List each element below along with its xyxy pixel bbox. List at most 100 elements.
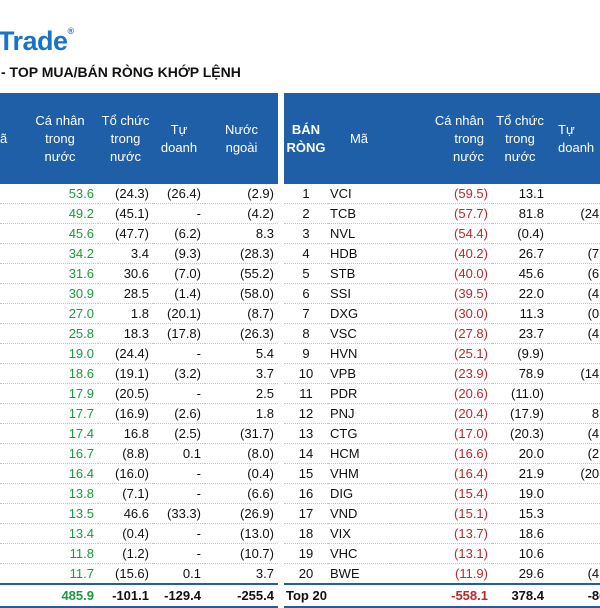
code-cell <box>0 563 22 585</box>
individual-cell: 17.4 <box>22 423 98 444</box>
institution-cell: 78.9 <box>492 363 548 384</box>
proprietary-cell: - <box>548 483 600 504</box>
foreign-cell: 2.5 <box>205 383 278 404</box>
proprietary-cell: - <box>153 543 205 564</box>
proprietary-cell: - <box>153 343 205 364</box>
institution-cell: (20.5) <box>98 383 153 404</box>
individual-cell: (40.0) <box>390 263 492 284</box>
code-cell: VND <box>328 503 390 524</box>
table-row: 13.5 46.6 (33.3) (26.9) <box>0 503 278 524</box>
total-row: Top 20 -558.1 378.4 -86. <box>284 583 600 608</box>
institution-cell: 16.8 <box>98 423 153 444</box>
code-cell: NVL <box>328 223 390 244</box>
code-cell <box>0 403 22 424</box>
foreign-cell: (13.0) <box>205 523 278 544</box>
proprietary-cell: (2.5) <box>153 423 205 444</box>
code-cell <box>0 343 22 364</box>
brand-logo: Trade® <box>0 26 74 57</box>
proprietary-cell: (4.6 <box>548 563 600 585</box>
header-rank: BÁN RÒNG <box>284 93 328 184</box>
institution-cell: 29.6 <box>492 563 548 585</box>
rank-cell: 7 <box>284 303 328 324</box>
total-institution: -101.1 <box>98 583 153 608</box>
code-cell: VIX <box>328 523 390 544</box>
table-row: 45.6 (47.7) (6.2) 8.3 <box>0 223 278 244</box>
institution-cell: (17.9) <box>492 403 548 424</box>
institution-cell: 13.1 <box>492 184 548 204</box>
rank-cell: 5 <box>284 263 328 284</box>
rank-cell: 3 <box>284 223 328 244</box>
individual-cell: 31.6 <box>22 263 98 284</box>
rank-cell: 16 <box>284 483 328 504</box>
code-cell <box>0 503 22 524</box>
individual-cell: 49.2 <box>22 203 98 224</box>
table-row: 19.0 (24.4) -5.4 <box>0 343 278 364</box>
individual-cell: 19.0 <box>22 343 98 364</box>
table-row: 34.2 3.4 (9.3) (28.3) <box>0 243 278 264</box>
proprietary-cell: (4.6 <box>548 323 600 344</box>
proprietary-cell: - <box>153 383 205 404</box>
foreign-cell: 5.4 <box>205 343 278 364</box>
institution-cell: 26.7 <box>492 243 548 264</box>
rank-cell: 8 <box>284 323 328 344</box>
code-cell: VPB <box>328 363 390 384</box>
institution-cell: (20.3) <box>492 423 548 444</box>
rank-cell: 1 <box>284 184 328 204</box>
code-cell: TCB <box>328 203 390 224</box>
foreign-cell: 3.7 <box>205 363 278 384</box>
proprietary-cell: (9.3) <box>153 243 205 264</box>
foreign-cell: (4.2) <box>205 203 278 224</box>
rank-cell: 9 <box>284 343 328 364</box>
proprietary-cell: - <box>548 184 600 204</box>
individual-cell: 17.9 <box>22 383 98 404</box>
foreign-cell: (26.9) <box>205 503 278 524</box>
rank-cell: 17 <box>284 503 328 524</box>
rank-cell: 2 <box>284 203 328 224</box>
individual-cell: (11.9) <box>390 563 492 585</box>
code-cell <box>0 223 22 244</box>
proprietary-cell: (20.1) <box>153 303 205 324</box>
rank-cell: 11 <box>284 383 328 404</box>
table-row: 53.6 (24.3) (26.4) (2.9) <box>0 184 278 204</box>
proprietary-cell: (2.6) <box>153 403 205 424</box>
individual-cell: 27.0 <box>22 303 98 324</box>
individual-cell: (13.7) <box>390 523 492 544</box>
institution-cell: 1.8 <box>98 303 153 324</box>
individual-cell: 34.2 <box>22 243 98 264</box>
code-cell <box>0 443 22 464</box>
individual-cell: 16.4 <box>22 463 98 484</box>
proprietary-cell: (7.0) <box>153 263 205 284</box>
institution-cell: 11.3 <box>492 303 548 324</box>
foreign-cell: 1.8 <box>205 403 278 424</box>
proprietary-cell: (3.2) <box>153 363 205 384</box>
total-code <box>328 583 390 608</box>
institution-cell: (45.1) <box>98 203 153 224</box>
institution-cell: (16.9) <box>98 403 153 424</box>
code-cell <box>0 383 22 404</box>
code-cell: DIG <box>328 483 390 504</box>
individual-cell: (16.4) <box>390 463 492 484</box>
header-institution: Tổ chức trong nước <box>98 93 153 184</box>
code-cell: VHC <box>328 543 390 564</box>
individual-cell: 11.8 <box>22 543 98 564</box>
total-foreign: -255.4 <box>205 583 278 608</box>
code-cell <box>0 323 22 344</box>
institution-cell: 23.7 <box>492 323 548 344</box>
individual-cell: 30.9 <box>22 283 98 304</box>
foreign-cell: (2.9) <box>205 184 278 204</box>
rank-cell: 12 <box>284 403 328 424</box>
institution-cell: 3.4 <box>98 243 153 264</box>
table-row: 49.2 (45.1) - (4.2) <box>0 203 278 224</box>
header-proprietary: Tự doanh <box>548 93 600 184</box>
rank-cell: 18 <box>284 523 328 544</box>
code-cell: CTG <box>328 423 390 444</box>
individual-cell: 16.7 <box>22 443 98 464</box>
